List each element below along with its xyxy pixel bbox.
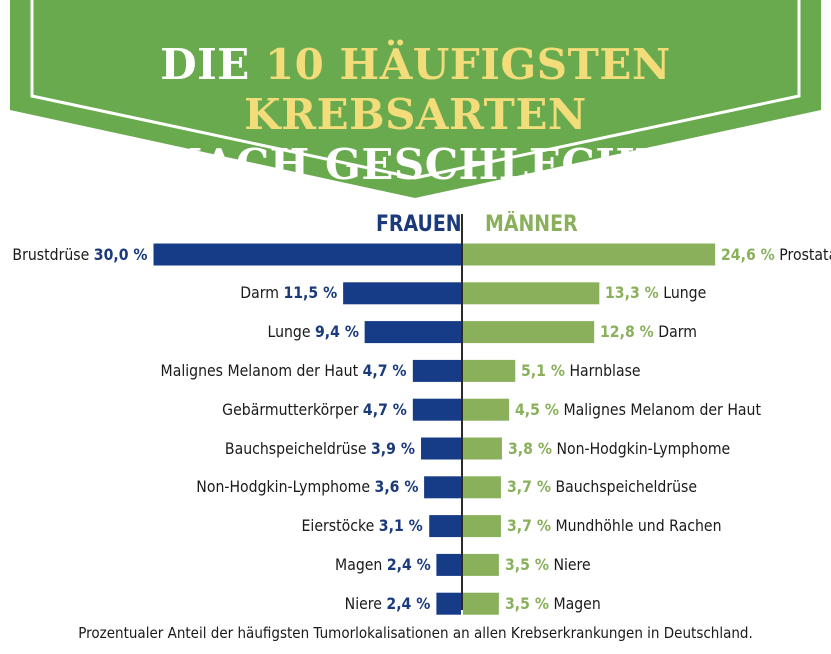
bar-label-women: Non-Hodgkin-Lymphome 3,6 % (196, 477, 418, 497)
value-label: 30,0 % (93, 244, 148, 264)
banner-inner-border (30, 0, 801, 180)
bar-men (463, 359, 516, 382)
value-label: 4,7 % (362, 360, 407, 380)
bar-label-men: 4,5 % Malignes Melanom der Haut (515, 400, 761, 420)
bar-women (343, 282, 461, 305)
value-label: 3,8 % (507, 438, 552, 458)
bar-label-women: Eierstöcke 3,1 % (302, 516, 423, 536)
bar-label-women: Darm 11,5 % (240, 283, 337, 303)
bar-label-men: 13,3 % Lunge (605, 283, 706, 303)
category-label: Darm (658, 322, 698, 342)
category-label: Malignes Melanom der Haut (563, 399, 762, 419)
bar-label-women: Bauchspeicheldrüse 3,9 % (225, 439, 415, 459)
category-label: Non-Hodgkin-Lymphome (195, 477, 370, 497)
category-label: Eierstöcke (302, 516, 375, 536)
bar-label-women: Lunge 9,4 % (267, 322, 358, 342)
category-label: Non-Hodgkin-Lymphome (556, 438, 731, 458)
category-label: Bauchspeicheldrüse (555, 477, 697, 497)
category-label: Brustdrüse (12, 244, 90, 264)
bar-label-men: 3,8 % Non-Hodgkin-Lymphome (508, 439, 730, 459)
bar-men (463, 398, 510, 421)
bar-women (436, 592, 461, 615)
bar-women (412, 359, 461, 382)
category-label: Darm (240, 283, 279, 303)
bar-women (412, 398, 461, 421)
value-label: 3,9 % (371, 438, 416, 458)
bar-women (364, 321, 461, 344)
value-label: 12,8 % (600, 322, 654, 342)
value-label: 11,5 % (283, 283, 338, 303)
category-label: Bauchspeicheldrüse (224, 438, 367, 458)
bar-label-women: Gebärmutterkörper 4,7 % (222, 400, 407, 420)
title-line2: NACH GESCHLECHT (163, 140, 668, 189)
bar-women (429, 515, 461, 538)
bar-women (421, 437, 461, 460)
value-label: 5,1 % (521, 360, 566, 380)
bar-women (424, 476, 461, 499)
bar-women (436, 553, 461, 576)
category-label: Prostata (779, 244, 831, 264)
category-label: Gebärmutterkörper (222, 399, 359, 419)
bar-men (463, 437, 502, 460)
category-label: Mundhöhle und Rachen (555, 516, 722, 536)
category-label: Malignes Melanom der Haut (160, 360, 359, 380)
bar-label-men: 3,7 % Bauchspeicheldrüse (507, 477, 697, 497)
category-label: Magen (553, 593, 601, 613)
bar-label-men: 3,5 % Niere (505, 555, 591, 575)
value-label: 3,1 % (379, 516, 424, 536)
legend-men: MÄNNER (485, 212, 578, 237)
bar-women (153, 243, 461, 266)
category-label: Niere (553, 554, 591, 574)
bar-men (463, 476, 501, 499)
title-banner (10, 0, 821, 198)
title-line1-highlight: 10 HÄUFIGSTEN KREBSARTEN (244, 40, 671, 139)
bar-men (463, 515, 501, 538)
bar-men (463, 243, 716, 266)
value-label: 9,4 % (314, 322, 359, 342)
footnote: Prozentualer Anteil der häufigsten Tumor… (78, 624, 753, 642)
legend-women: FRAUEN (376, 212, 462, 237)
category-label: Lunge (663, 283, 707, 303)
bar-label-women: Malignes Melanom der Haut 4,7 % (161, 361, 407, 381)
value-label: 2,4 % (386, 593, 431, 613)
center-axis-line (461, 214, 463, 610)
bar-label-women: Niere 2,4 % (345, 594, 431, 614)
value-label: 4,5 % (515, 399, 560, 419)
bar-men (463, 282, 600, 305)
category-label: Magen (334, 554, 382, 574)
bar-men (463, 321, 595, 344)
category-label: Harnblase (569, 360, 641, 380)
banner-shape (10, 0, 821, 198)
bar-label-men: 3,7 % Mundhöhle und Rachen (507, 516, 722, 536)
value-label: 4,7 % (362, 399, 407, 419)
bar-men (463, 553, 499, 576)
value-label: 3,7 % (506, 477, 551, 497)
category-label: Lunge (267, 322, 311, 342)
bar-label-women: Brustdrüse 30,0 % (12, 245, 147, 265)
category-label: Niere (344, 593, 382, 613)
bar-men (463, 592, 499, 615)
chart-title: DIE 10 HÄUFIGSTEN KREBSARTEN NACH GESCHL… (0, 40, 831, 190)
value-label: 3,7 % (506, 516, 551, 536)
bar-label-men: 24,6 % Prostata (721, 245, 831, 265)
value-label: 3,5 % (504, 593, 549, 613)
bar-label-women: Magen 2,4 % (335, 555, 431, 575)
value-label: 3,5 % (504, 554, 549, 574)
diverging-bar-chart (153, 243, 716, 615)
bar-label-men: 5,1 % Harnblase (521, 361, 641, 381)
value-label: 13,3 % (605, 283, 660, 303)
title-line1-part1: DIE (160, 40, 250, 89)
value-label: 2,4 % (386, 554, 431, 574)
value-label: 3,6 % (374, 477, 419, 497)
bar-label-men: 12,8 % Darm (600, 322, 697, 342)
value-label: 24,6 % (721, 244, 775, 264)
bar-label-men: 3,5 % Magen (505, 594, 601, 614)
